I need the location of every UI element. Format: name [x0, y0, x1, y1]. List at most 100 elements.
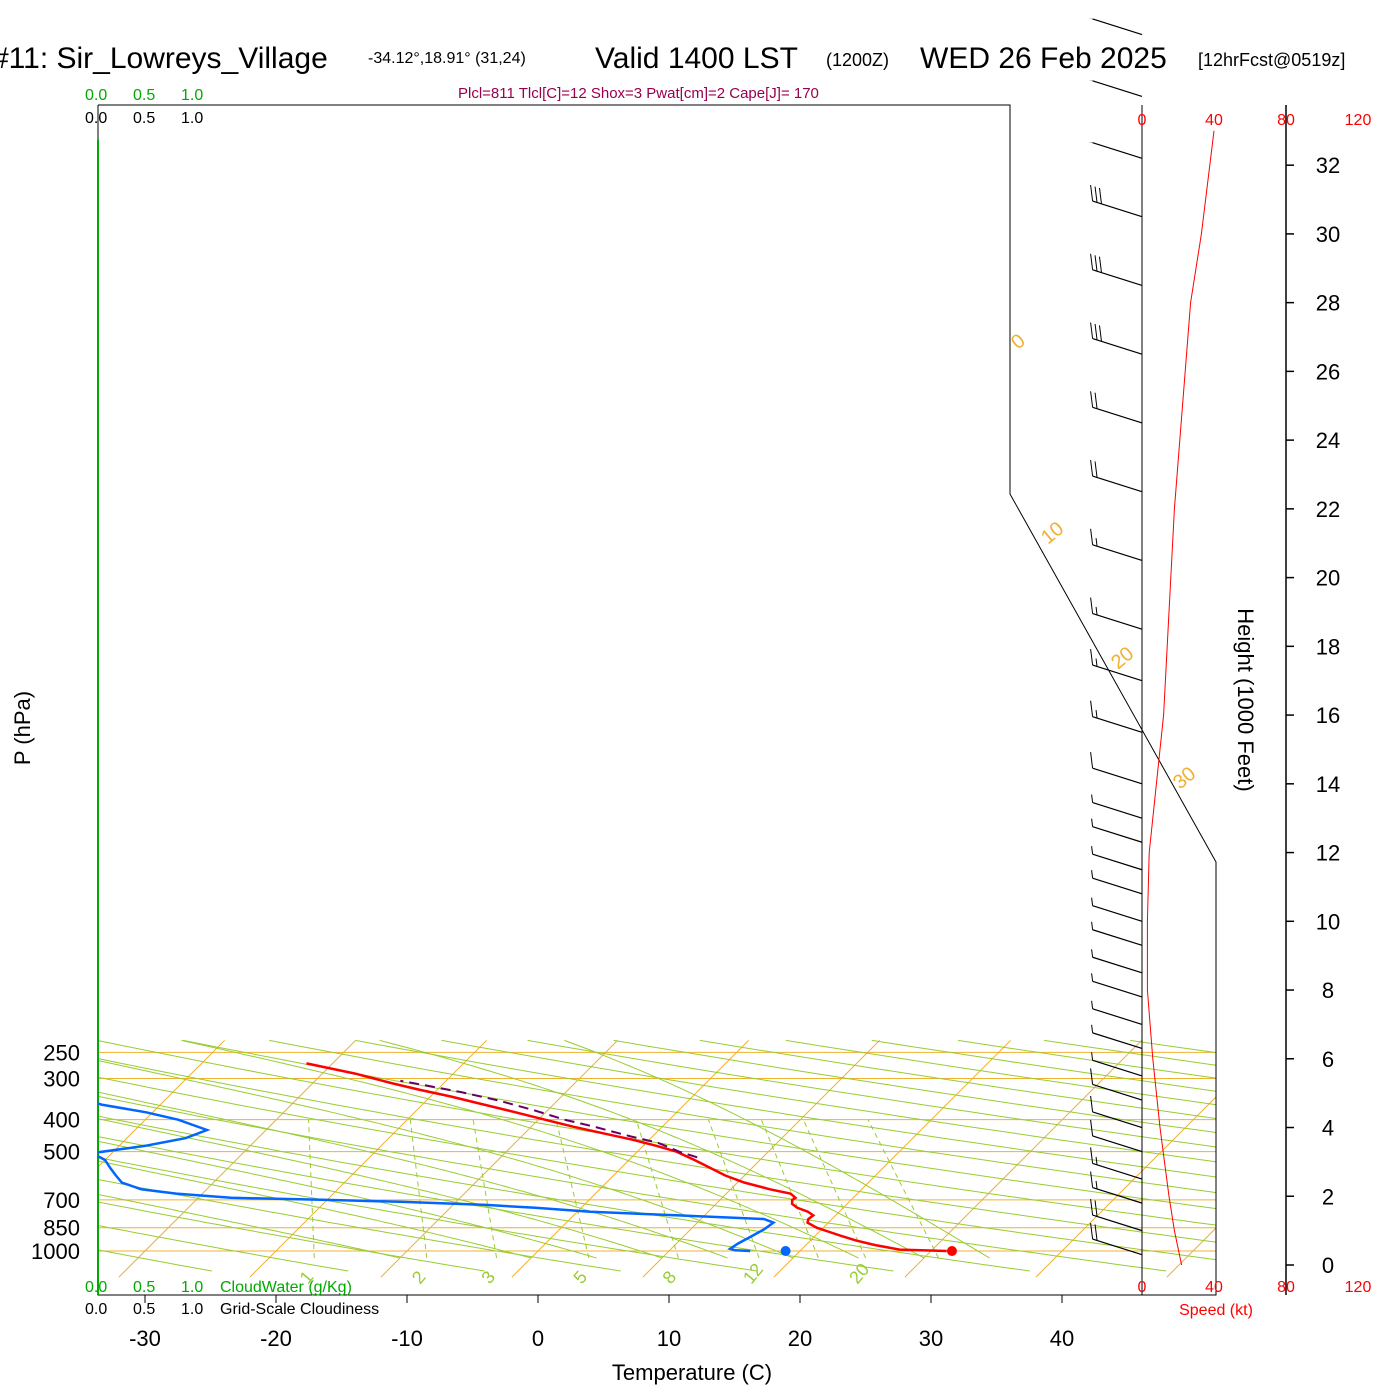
valid-time: Valid 1400 LST	[595, 42, 798, 75]
temperature-curve	[306, 1062, 947, 1253]
cloudwater-scale-bottom-0: 0.0	[85, 1279, 107, 1296]
height-tick-label: 14	[1316, 772, 1340, 797]
wind-barb	[1090, 1095, 1143, 1129]
wind-barb	[1091, 846, 1143, 871]
wind-barb	[1090, 1171, 1143, 1204]
pressure-tick-label: 400	[43, 1108, 80, 1133]
cloudwater-scale-top-1: 0.5	[133, 87, 155, 104]
moist-adiabat	[98, 1039, 794, 1259]
mixing-ratio-line	[308, 1119, 315, 1259]
isotherm-line	[118, 1040, 356, 1278]
wind-barb	[1090, 649, 1143, 682]
wind-barb	[1090, 700, 1143, 733]
isotherm-line	[1166, 1040, 1216, 1278]
isotherm-label: 30	[1169, 763, 1200, 794]
station-title: #11: Sir_Lowreys_Village	[0, 42, 328, 75]
wind-barb	[1088, 141, 1143, 159]
pressure-tick-label: 250	[43, 1040, 80, 1065]
zulu-time: (1200Z)	[826, 50, 889, 70]
moist-adiabat	[98, 1039, 532, 1259]
wind-barb	[1091, 897, 1143, 922]
sounding-curves	[98, 1062, 957, 1256]
dry-adiabat	[355, 1039, 1216, 1272]
cloudiness-label: Grid-Scale Cloudiness	[220, 1301, 379, 1318]
speed-tick-label-top: 120	[1345, 112, 1372, 129]
wind-barb	[1090, 1223, 1143, 1256]
isotherm-line	[773, 1040, 1011, 1278]
pressure-tick-label: 850	[43, 1216, 80, 1241]
wind-barb	[1091, 973, 1143, 998]
dry-adiabat	[98, 1039, 212, 1272]
forecast-run: [12hrFcst@0519z]	[1198, 50, 1345, 70]
dry-adiabat	[98, 1039, 485, 1272]
dry-adiabat	[98, 1039, 1167, 1272]
background-lines	[98, 1039, 1400, 1278]
wind-barb	[1090, 597, 1143, 630]
speed-tick-label-bottom: 0	[1138, 1279, 1147, 1296]
wind-barb	[1090, 322, 1143, 355]
moist-adiabat	[98, 1039, 597, 1259]
wind-barb	[1091, 794, 1143, 819]
dry-adiabat	[98, 1039, 894, 1272]
wind-barb	[1090, 1119, 1143, 1153]
wind-barb	[1088, 18, 1143, 36]
height-tick-label: 12	[1316, 841, 1340, 866]
dewpoint-curve	[98, 1062, 777, 1253]
cloudiness-scale-bottom-1: 0.5	[133, 1301, 155, 1318]
speed-tick-label-top: 40	[1205, 112, 1223, 129]
station-coords: -34.12°,18.91° (31,24)	[368, 50, 526, 67]
speed-tick-label-bottom: 80	[1277, 1279, 1295, 1296]
dry-adiabat	[1388, 1040, 1400, 1271]
cloudwater-scale-bottom-2: 1.0	[181, 1279, 203, 1296]
mixing-ratio-label: 2	[408, 1267, 430, 1288]
mixing-ratio-line	[760, 1119, 819, 1259]
moist-adiabat	[564, 1039, 990, 1259]
wind-barb	[1090, 1068, 1143, 1101]
wind-barb	[1091, 1052, 1143, 1077]
height-tick-label: 26	[1316, 359, 1340, 384]
wind-panel: 0246810121416182022242628303200404080801…	[1088, 18, 1371, 1296]
speed-tick-label-top: 80	[1277, 112, 1295, 129]
wind-barb	[1090, 391, 1143, 424]
speed-tick-label-bottom: 120	[1345, 1279, 1372, 1296]
sounding-indices: Plcl=811 Tlcl[C]=12 Shox=3 Pwat[cm]=2 Ca…	[458, 85, 819, 102]
height-tick-label: 10	[1316, 909, 1340, 934]
dry-adiabat	[441, 1039, 1216, 1272]
dry-adiabat	[98, 1039, 1216, 1272]
x-axis-title: Temperature (C)	[612, 1360, 772, 1385]
mixing-ratio-label: 8	[659, 1267, 681, 1288]
dry-adiabat	[98, 1039, 621, 1272]
cloudiness-scale-top-1: 0.5	[133, 110, 155, 127]
surface-dewpoint-marker	[780, 1246, 791, 1256]
dry-adiabat	[527, 1039, 1216, 1272]
dry-adiabat	[1044, 1039, 1216, 1272]
mixing-ratio-line	[707, 1119, 760, 1259]
isotherm-line	[904, 1040, 1142, 1278]
height-tick-label: 32	[1316, 153, 1340, 178]
dry-adiabat	[871, 1039, 1216, 1272]
height-tick-label: 30	[1316, 222, 1340, 247]
dry-adiabat	[269, 1039, 1216, 1272]
y-axis-title: P (hPa)	[10, 691, 35, 765]
dry-adiabat	[98, 1039, 349, 1272]
isotherm-line	[642, 1040, 880, 1278]
temperature-tick-label: 10	[657, 1326, 681, 1351]
mixing-ratio-label: 12	[739, 1259, 767, 1287]
pressure-tick-label: 700	[43, 1188, 80, 1213]
parcel-curve	[400, 1079, 698, 1159]
cloudwater-scale-bottom-1: 0.5	[133, 1279, 155, 1296]
speed-tick-label-bottom: 40	[1205, 1279, 1223, 1296]
moist-adiabat	[98, 1039, 728, 1259]
height-tick-label: 6	[1322, 1047, 1334, 1072]
wind-barb	[1091, 870, 1143, 895]
dry-adiabat	[613, 1039, 1216, 1272]
isotherm-label: 10	[1037, 518, 1068, 549]
cloudwater-label: CloudWater (g/Kg)	[220, 1279, 352, 1296]
wind-barb	[1090, 185, 1143, 218]
wind-barb	[1090, 1198, 1143, 1232]
dry-adiabat	[98, 1039, 1216, 1272]
temperature-tick-label: 0	[532, 1326, 544, 1351]
axis-labels: 1 2 3 5 8 12 2001020302503004005007008501000-3…	[31, 330, 1200, 1351]
mixing-ratio-label: 20	[845, 1259, 873, 1287]
